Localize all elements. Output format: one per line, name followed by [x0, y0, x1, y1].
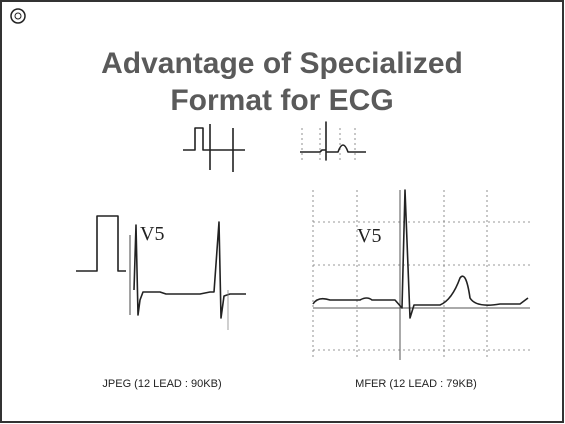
- lead-label: V5: [140, 223, 164, 245]
- caption: MFER (12 LEAD : 79KB): [355, 378, 477, 390]
- lead-label: V5: [357, 225, 381, 247]
- slide: Advantage of Specialized Format for ECG …: [0, 0, 565, 424]
- title-line: Advantage of Specialized: [101, 47, 463, 80]
- title-line: Format for ECG: [170, 84, 393, 117]
- caption: JPEG (12 LEAD : 90KB): [102, 378, 221, 390]
